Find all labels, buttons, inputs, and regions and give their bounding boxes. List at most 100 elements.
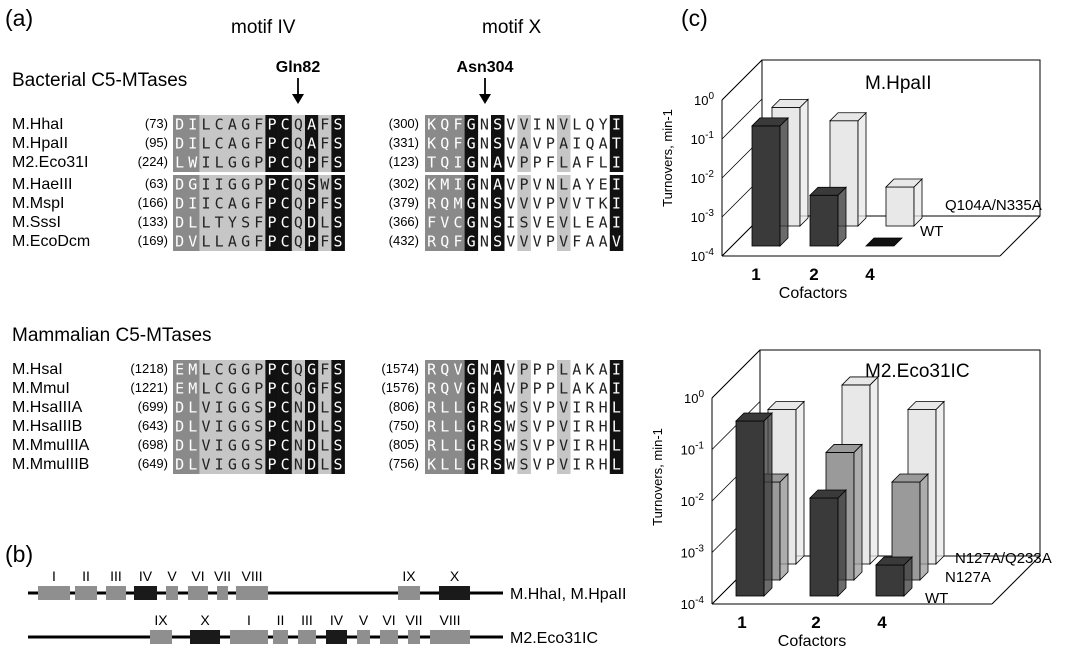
motif-x-residue: I — [572, 456, 581, 474]
motif-iv-residue: P — [267, 214, 276, 232]
motif-x-residue: V — [506, 195, 515, 213]
motif-x-residue: L — [559, 176, 568, 194]
motif-x-residue-shade — [557, 417, 571, 436]
motif-x-residue: I — [612, 380, 621, 398]
motif-iv-residue: S — [333, 176, 342, 194]
motif-iv-residue-shade — [265, 232, 279, 251]
motif-x-residue-shade — [557, 398, 571, 417]
motif-iv-residue: P — [267, 361, 276, 379]
bar-top — [767, 401, 805, 410]
motif-x-residue-shade — [517, 232, 531, 251]
motif-x-residue-shade — [451, 115, 465, 134]
motif-iv-residue: S — [307, 176, 316, 194]
motif-iv-residue-shade — [173, 175, 187, 194]
motif-x-residue: W — [506, 456, 516, 474]
motif-x-residue: H — [599, 456, 608, 474]
motif-x-residue: G — [467, 135, 476, 153]
motif-x-residue-shade — [517, 213, 531, 232]
motif-iv-residue-shade — [318, 213, 332, 232]
motif-iv-residue: P — [267, 135, 276, 153]
motif-x-residue-shade — [491, 360, 505, 379]
motif-iv-residue-shade — [212, 398, 227, 417]
motif-iv-residue: G — [307, 380, 316, 398]
y-tick-label: 10-4 — [681, 595, 705, 612]
motif-x-residue-shade — [517, 194, 531, 213]
motif-iv-residue: P — [307, 154, 316, 172]
motif-iv-residue: D — [307, 418, 316, 436]
motif-x-residue-shade — [491, 153, 505, 172]
motif-iv-residue: S — [333, 116, 342, 134]
motif-box — [150, 630, 172, 644]
motif-x-residue: V — [559, 233, 568, 251]
motif-iv-residue-shade — [186, 455, 200, 474]
motif-iv-residue: P — [254, 154, 263, 172]
motif-iv-title: motif IV — [231, 17, 296, 38]
motif-x-residue: F — [585, 154, 594, 172]
motif-x-residue: M — [440, 176, 449, 194]
motif-x-residue-shade — [464, 194, 479, 213]
bar-top — [829, 112, 867, 122]
motif-x-residue: G — [467, 380, 476, 398]
motif-iv-residue: P — [254, 380, 263, 398]
motif-iv-residue-shade — [186, 175, 200, 194]
motif-x-residue-shade — [491, 232, 505, 251]
motif-box — [75, 586, 97, 600]
motif-iv-residue: E — [175, 380, 184, 398]
motif-x-residue: V — [612, 233, 621, 251]
enzyme-name: M.MmuIIIB — [12, 456, 89, 473]
motif-label: III — [301, 612, 313, 628]
motif-x-residue-shade — [491, 175, 505, 194]
motif-iv-residue-shade — [212, 194, 227, 213]
motif-iv-residue: G — [241, 380, 250, 398]
motif-iv-residue: P — [307, 233, 316, 251]
motif-iv-residue-shade — [199, 436, 213, 455]
motif-iv-residue-shade — [212, 436, 227, 455]
motif-iv-residue-shade — [186, 194, 200, 213]
enzyme-name: M.MmuIIIA — [12, 437, 90, 454]
motif-x-residue: V — [506, 233, 515, 251]
bar-side — [919, 473, 929, 581]
motif-iv-residue-shade — [305, 455, 319, 474]
motif-x-residue: K — [585, 380, 594, 398]
motif-x-residue: L — [559, 154, 568, 172]
motif-iv-residue: L — [188, 418, 197, 436]
motif-iv-residue: C — [281, 176, 290, 194]
motif-iv-residue-shade — [318, 194, 332, 213]
motif-iv-residue: P — [267, 418, 276, 436]
motif-x-residue-shade — [464, 115, 479, 134]
motif-label: IV — [330, 612, 344, 628]
motif-iv-residue: N — [294, 399, 303, 417]
motif-iv-residue-shade — [239, 194, 253, 213]
enzyme-name: M.SssI — [12, 214, 61, 231]
motif-x-residue: V — [533, 176, 542, 194]
panel-c-label: (c) — [681, 5, 708, 31]
motif-iv-residue-shade — [252, 360, 266, 379]
enzyme-name: M.HpaII — [12, 135, 68, 152]
motif-x-residue: V — [559, 418, 568, 436]
motif-x-residue: R — [427, 418, 437, 436]
motif-iv-residue-shade — [239, 360, 253, 379]
y-tick-label: 10-3 — [681, 544, 705, 561]
motif-x-residue-shade — [438, 115, 452, 134]
motif-iv-residue: L — [188, 456, 197, 474]
motif-iv-residue-shade — [252, 194, 266, 213]
motif-iv-residue-shade — [252, 134, 266, 153]
motif-x-residue: I — [612, 176, 621, 194]
motif-x-residue-shade — [517, 115, 531, 134]
motif-x-residue-shade — [517, 436, 531, 455]
motif-x-residue: R — [427, 361, 437, 379]
motif-iv-residue: L — [201, 233, 210, 251]
motif-x-residue-shade — [451, 213, 465, 232]
motif-iv-residue-shade — [305, 175, 319, 194]
motif-iv-residue: C — [281, 437, 290, 455]
bar-side — [779, 473, 789, 581]
motif-x-residue: L — [453, 418, 462, 436]
bar-side — [857, 111, 867, 227]
motif-iv-residue-shade — [212, 379, 227, 398]
motif-x-residue: A — [585, 233, 594, 251]
motif-x-residue: L — [440, 456, 449, 474]
motif-iv-residue-shade — [225, 398, 240, 417]
motif-iv-residue-shade — [265, 360, 279, 379]
motif-iv-residue-shade — [331, 417, 345, 436]
motif-iv-residue-shade — [225, 134, 240, 153]
